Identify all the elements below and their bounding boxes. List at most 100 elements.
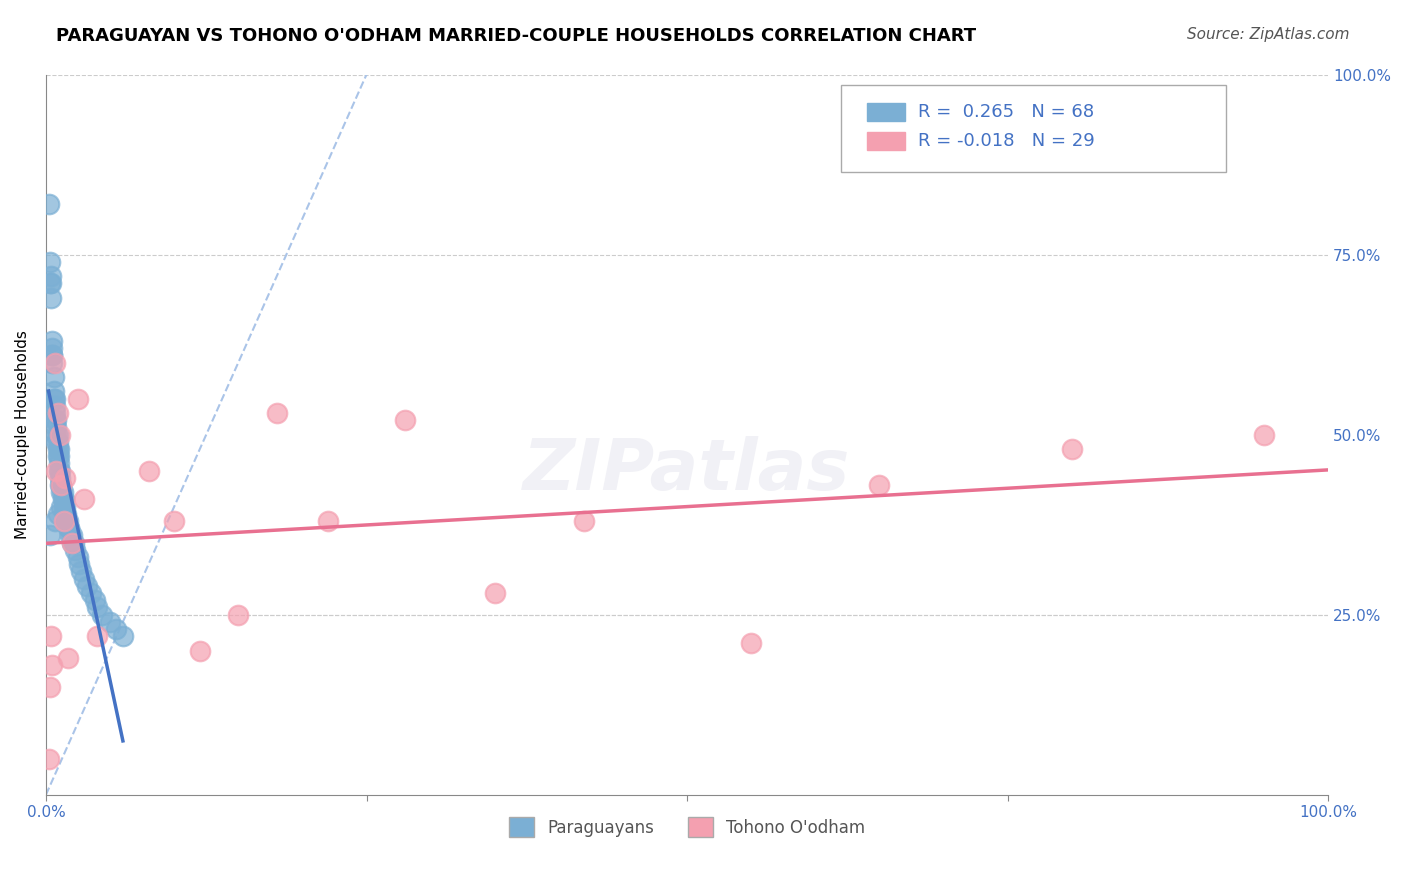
Point: [46, 406, 69, 420]
Point: [46, 507, 69, 521]
Point: [46, 427, 69, 442]
Point: [1253, 427, 1275, 442]
Point: [98, 615, 121, 629]
Point: [49, 427, 72, 442]
Point: [42, 384, 65, 399]
Point: [39, 269, 62, 284]
Point: [41, 658, 63, 673]
Point: [46, 442, 69, 456]
Point: [73, 572, 96, 586]
Point: [316, 514, 339, 528]
Point: [52, 492, 75, 507]
Point: [53, 514, 76, 528]
Point: [138, 464, 160, 478]
Point: [48, 449, 70, 463]
Point: [41, 348, 63, 362]
Point: [45, 427, 67, 442]
Point: [56, 651, 79, 665]
Point: [41, 348, 63, 362]
Point: [51, 478, 73, 492]
Point: [53, 471, 76, 485]
Point: [48, 464, 70, 478]
Point: [44, 392, 66, 406]
Text: R = -0.018   N = 29: R = -0.018 N = 29: [918, 132, 1095, 150]
Point: [394, 413, 416, 427]
Point: [42, 370, 65, 384]
Point: [226, 607, 249, 622]
Point: [63, 535, 86, 549]
Point: [52, 485, 75, 500]
Point: [60, 535, 83, 549]
Point: [46, 449, 69, 463]
Point: [67, 558, 90, 572]
Point: [58, 521, 80, 535]
Point: [39, 277, 62, 291]
Text: R =  0.265   N = 68: R = 0.265 N = 68: [918, 103, 1094, 121]
Point: [55, 514, 77, 528]
Point: [46, 434, 69, 449]
Point: [45, 434, 67, 449]
Point: [51, 478, 73, 492]
Point: [38, 752, 60, 766]
Point: [55, 507, 77, 521]
Point: [188, 643, 211, 657]
Point: [1060, 442, 1083, 456]
Point: [41, 334, 63, 348]
Point: [73, 492, 96, 507]
Point: [44, 413, 66, 427]
Point: [53, 507, 76, 521]
Point: [574, 514, 596, 528]
Text: Source: ZipAtlas.com: Source: ZipAtlas.com: [1187, 27, 1350, 42]
Point: [484, 586, 506, 600]
Point: [69, 565, 91, 579]
Point: [56, 514, 79, 528]
Point: [49, 478, 72, 492]
Point: [49, 471, 72, 485]
Point: [59, 528, 82, 542]
Point: [86, 629, 108, 643]
Point: [44, 399, 66, 413]
Point: [41, 341, 63, 355]
Point: [66, 549, 89, 564]
Point: [53, 500, 76, 514]
Text: PARAGUAYAN VS TOHONO O'ODHAM MARRIED-COUPLE HOUSEHOLDS CORRELATION CHART: PARAGUAYAN VS TOHONO O'ODHAM MARRIED-COU…: [56, 27, 976, 45]
Point: [52, 500, 75, 514]
Point: [48, 442, 70, 456]
Point: [76, 579, 98, 593]
Point: [52, 492, 75, 507]
Point: [65, 542, 87, 557]
Bar: [866, 103, 905, 121]
Point: [38, 528, 60, 542]
Point: [51, 485, 73, 500]
Point: [41, 355, 63, 369]
Point: [38, 254, 60, 268]
Point: [51, 500, 73, 514]
Point: [91, 607, 114, 622]
Point: [44, 514, 66, 528]
Bar: [866, 132, 905, 150]
Point: [80, 586, 103, 600]
Point: [66, 392, 89, 406]
Point: [48, 457, 70, 471]
Point: [42, 392, 65, 406]
Point: [39, 629, 62, 643]
FancyBboxPatch shape: [841, 86, 1226, 172]
Text: ZIPatlas: ZIPatlas: [523, 436, 851, 505]
Point: [44, 406, 66, 420]
Point: [105, 622, 128, 636]
Point: [52, 514, 75, 528]
Point: [38, 680, 60, 694]
Point: [266, 406, 288, 420]
Point: [38, 277, 60, 291]
Point: [83, 593, 105, 607]
Point: [58, 521, 80, 535]
Point: [45, 420, 67, 434]
Point: [38, 197, 60, 211]
Point: [163, 514, 186, 528]
Point: [868, 478, 890, 492]
Point: [60, 528, 83, 542]
Point: [111, 629, 134, 643]
Point: [44, 355, 66, 369]
Point: [45, 464, 67, 478]
Point: [39, 291, 62, 305]
